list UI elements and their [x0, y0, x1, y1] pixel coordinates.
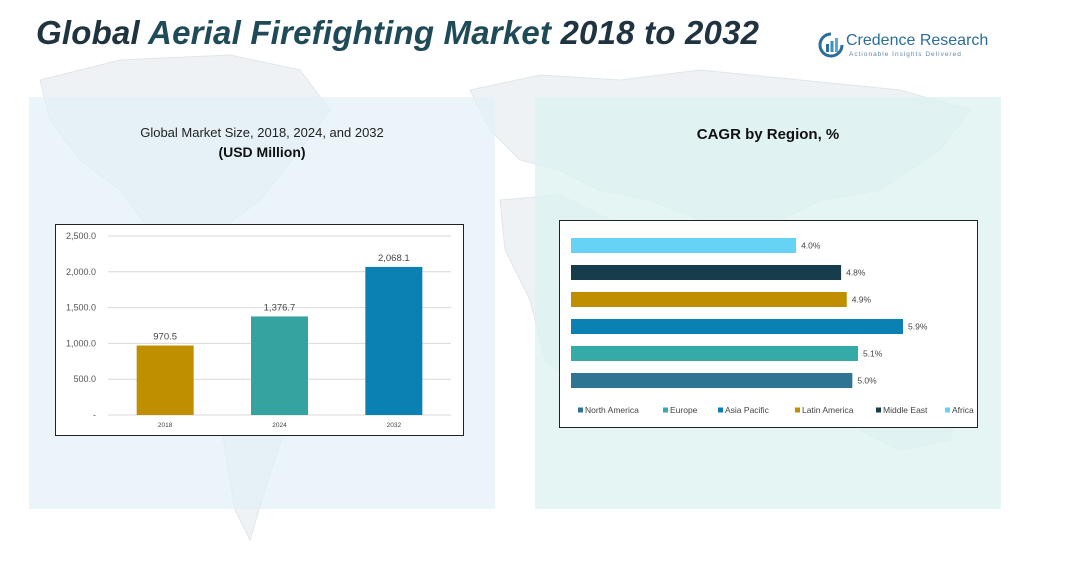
legend-label: Middle East	[883, 405, 928, 415]
logo-name: Credence Research	[846, 32, 989, 49]
hbar-value-label: 5.9%	[908, 322, 928, 332]
legend-swatch	[945, 407, 950, 413]
cagr-title: CAGR by Region, %	[696, 126, 840, 143]
x-tick-label: 2024	[272, 422, 287, 429]
market-size-chart-svg: - 500.0 1,000.0 1,500.0 2,000.0 2,500.0 970.5 2…	[66, 231, 451, 429]
bar-2024	[251, 316, 308, 415]
market-size-unit: (USD Million)	[218, 144, 306, 160]
x-tick-label: 2032	[387, 422, 402, 429]
bar-value-label: 970.5	[153, 332, 177, 343]
hbar-value-label: 4.8%	[846, 268, 866, 278]
logo-mark-icon	[818, 32, 844, 58]
cagr-chart-svg: 4.0% 4.8% 4.9% 5.9% 5.1% 5.0% North America Eur…	[571, 238, 974, 415]
hbar-asia-pacific	[571, 319, 903, 334]
page-title: Global Aerial Firefighting Market 2018 t…	[36, 14, 759, 52]
title-prefix: Global	[36, 14, 149, 51]
market-size-chart: - 500.0 1,000.0 1,500.0 2,000.0 2,500.0 970.5 2…	[55, 224, 464, 436]
bar-2018	[136, 345, 194, 415]
hbar-value-label: 4.0%	[801, 241, 821, 251]
legend-swatch	[795, 407, 800, 413]
y-tick-label: 1,000.0	[66, 338, 96, 348]
legend-label: Africa	[952, 405, 974, 415]
hbar-value-label: 4.9%	[852, 295, 872, 305]
logo-tagline: Actionable Insights Delivered	[849, 51, 962, 58]
title-market-name: Aerial Firefighting Market	[148, 14, 552, 51]
legend-swatch	[663, 407, 668, 413]
y-tick-label: 1,500.0	[66, 303, 96, 313]
legend-swatch	[876, 407, 881, 413]
hbar-value-label: 5.1%	[863, 349, 883, 359]
hbar-latin-america	[571, 292, 847, 307]
hbar-value-label: 5.0%	[857, 376, 877, 386]
bar-value-label: 1,376.7	[264, 302, 296, 313]
hbar-europe	[571, 346, 858, 361]
legend-swatch	[578, 407, 583, 413]
hbar-africa	[571, 238, 797, 253]
legend-swatch	[718, 407, 723, 413]
x-tick-label: 2018	[158, 422, 173, 429]
bar-2032	[365, 266, 423, 415]
bar-value-label: 2,068.1	[378, 253, 410, 264]
y-tick-label: 2,000.0	[66, 267, 96, 277]
y-tick-label: -	[93, 410, 96, 420]
hbar-middle-east	[571, 265, 842, 280]
y-tick-label: 500.0	[73, 374, 96, 384]
legend-label: Europe	[670, 405, 698, 415]
legend-label: North America	[585, 405, 639, 415]
y-tick-label: 2,500.0	[66, 231, 96, 241]
legend-label: Latin America	[802, 405, 854, 415]
title-suffix: 2018 to 2032	[551, 14, 760, 51]
hbar-north-america	[571, 373, 853, 388]
credence-research-logo[interactable]: Credence Research Actionable Insights De…	[818, 32, 988, 62]
cagr-chart: 4.0% 4.8% 4.9% 5.9% 5.1% 5.0% North America Eur…	[559, 220, 978, 428]
market-size-title: Global Market Size, 2018, 2024, and 2032	[140, 125, 384, 140]
legend-label: Asia Pacific	[725, 405, 770, 415]
